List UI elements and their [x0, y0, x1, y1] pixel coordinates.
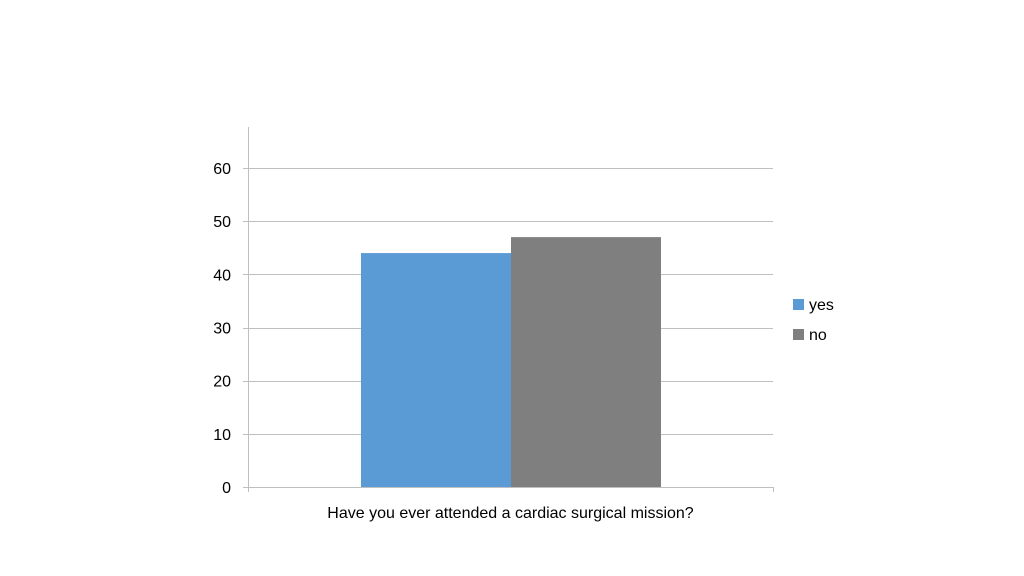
x-axis-categories: Have you ever attended a cardiac surgica… [327, 505, 694, 522]
legend: yes no [793, 297, 834, 344]
y-axis-ticks: 0 10 20 30 40 50 60 [213, 161, 231, 497]
y-tick-label: 60 [213, 161, 231, 178]
y-tick-label: 40 [213, 267, 231, 284]
x-category-label: Have you ever attended a cardiac surgica… [327, 505, 694, 522]
y-tick-label: 10 [213, 427, 231, 444]
y-tick-label: 0 [222, 480, 231, 497]
bars [361, 237, 661, 487]
y-tick-label: 50 [213, 214, 231, 231]
y-tick-label: 30 [213, 321, 231, 338]
y-tick-label: 20 [213, 374, 231, 391]
legend-label-no: no [809, 327, 827, 344]
axes [243, 127, 774, 492]
legend-label-yes: yes [809, 297, 834, 314]
legend-swatch-no [793, 329, 804, 340]
bar-yes [361, 253, 511, 487]
bar-no [511, 237, 661, 487]
legend-swatch-yes [793, 299, 804, 310]
